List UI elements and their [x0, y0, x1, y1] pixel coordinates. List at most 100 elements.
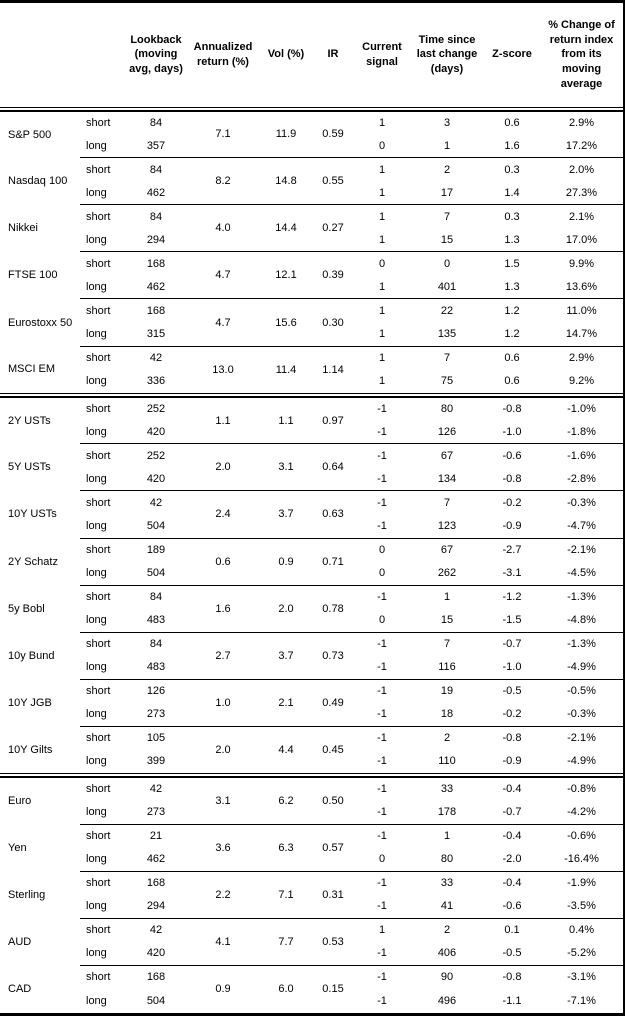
pct-change-value: -4.7%: [567, 519, 596, 532]
lookback-value: 252: [146, 402, 166, 415]
asset-row-short: 10Y JGB short 126 1.0 2.1 0.49 -1 19 -0.5 -0.5%: [0, 678, 623, 727]
current-signal-value: -1: [354, 725, 410, 750]
time-since-change-value: 178: [437, 806, 457, 819]
annualized-return-value: 4.0: [186, 204, 260, 252]
asset-row-long: long 294 1 15 1.3 17.0%: [0, 228, 623, 252]
ir-value: 0.30: [312, 298, 354, 347]
lookback-value: 504: [146, 994, 166, 1007]
header-vol: Vol (%): [267, 48, 305, 61]
vol-value: 6.0: [260, 964, 312, 1013]
pct-change-value: -4.9%: [567, 661, 596, 674]
z-score-value: -0.6: [484, 443, 540, 468]
pct-change-value: -1.8%: [567, 425, 596, 438]
leg-label: short: [80, 917, 126, 942]
asset-name: 2Y Schatz: [8, 555, 58, 568]
time-since-change-value: 80: [440, 853, 454, 866]
lookback-value: 42: [126, 345, 186, 370]
asset-name: AUD: [8, 935, 32, 948]
asset-name: 10Y USTs: [8, 508, 57, 521]
time-since-change-value: 80: [440, 402, 454, 415]
double-rule-line: [0, 106, 623, 112]
current-signal-value: -1: [377, 661, 387, 674]
pct-change-value: -0.3%: [540, 490, 623, 515]
asset-row-long: long 462 0 80 -2.0 -16.4%: [0, 848, 623, 872]
leg-label: short: [80, 725, 126, 750]
leg-label: short: [80, 251, 126, 276]
ir-value: 0.64: [312, 443, 354, 491]
pct-change-value: -4.9%: [567, 755, 596, 768]
current-signal-value: 0: [378, 853, 386, 866]
time-since-change-value: 7: [410, 490, 484, 515]
pct-change-value: -4.5%: [567, 567, 596, 580]
lookback-value: 336: [146, 375, 166, 388]
asset-row-long: long 462 1 17 1.4 27.3%: [0, 181, 623, 205]
lookback-value: 84: [126, 631, 186, 656]
vol-value: 6.2: [278, 794, 294, 807]
asset-row-long: long 420 -1 406 -0.5 -5.2%: [0, 942, 623, 966]
lookback-value: 21: [126, 823, 186, 848]
z-score-value: -2.7: [484, 537, 540, 562]
z-score-value: -0.6: [502, 900, 522, 913]
current-signal-value: -1: [377, 994, 387, 1007]
leg-label: long: [86, 233, 107, 246]
lookback-value: 84: [126, 157, 186, 182]
current-signal-value: -1: [377, 947, 387, 960]
current-signal-value: 1: [378, 375, 386, 388]
pct-change-value: 13.6%: [565, 280, 598, 293]
header-row: Lookback (moving avg, days) Annualized r…: [0, 3, 623, 107]
pct-change-value: 0.4%: [540, 917, 623, 942]
current-signal-value: 1: [354, 917, 410, 942]
current-signal-value: -1: [377, 425, 387, 438]
lookback-value: 399: [146, 755, 166, 768]
lookback-value: 462: [146, 280, 166, 293]
lookback-value: 84: [149, 116, 163, 129]
leg-label: long: [86, 186, 107, 199]
leg-label: short: [80, 298, 126, 323]
annualized-return-value: 1.6: [186, 584, 260, 633]
lookback-value: 294: [146, 900, 166, 913]
z-score-value: -0.4: [484, 870, 540, 895]
ir-value: 1.14: [312, 345, 354, 394]
lookback-value: 168: [126, 251, 186, 276]
leg-label: long: [86, 661, 107, 674]
pct-change-value: 2.9%: [568, 116, 595, 129]
ir-value: 0.63: [312, 490, 354, 538]
asset-row-long: long 399 -1 110 -0.9 -4.9%: [0, 750, 623, 774]
lookback-value: 42: [126, 490, 186, 515]
lookback-value: 420: [146, 472, 166, 485]
asset-name: S&P 500: [8, 128, 52, 141]
z-score-value: -1.2: [484, 584, 540, 609]
leg-label: short: [80, 204, 126, 229]
z-score-value: -0.8: [484, 725, 540, 750]
asset-row-long: long 483 -1 116 -1.0 -4.9%: [0, 656, 623, 680]
current-signal-value: 1: [378, 280, 386, 293]
time-since-change-value: 262: [437, 567, 457, 580]
leg-label: long: [86, 708, 107, 721]
ir-value: 0.53: [312, 917, 354, 966]
momentum-signals-table: Lookback (moving avg, days) Annualized r…: [0, 3, 623, 1013]
pct-change-value: 9.9%: [540, 251, 623, 276]
leg-label: long: [86, 614, 107, 627]
asset-row-short: 5Y USTs short 252 2.0 3.1 0.64 -1 67 -0.6 -1.6%: [0, 443, 623, 491]
time-since-change-value: 7: [410, 204, 484, 229]
leg-label: short: [80, 537, 126, 562]
pct-change-value: -2.1%: [540, 725, 623, 750]
pct-change-value: 11.0%: [540, 298, 623, 323]
ir-value: 0.31: [312, 870, 354, 919]
time-since-change-value: 126: [437, 425, 457, 438]
annualized-return-value: 3.1: [215, 794, 231, 807]
asset-name: FTSE 100: [8, 269, 58, 282]
asset-row-long: long 273 -1 178 -0.7 -4.2%: [0, 801, 623, 825]
time-since-change-value: 135: [437, 328, 457, 341]
current-signal-value: 1: [378, 233, 386, 246]
header-asset-blank: [0, 3, 80, 107]
lookback-value: 483: [146, 661, 166, 674]
time-since-change-value: 406: [437, 947, 457, 960]
double-rule-separator: [0, 106, 623, 112]
vol-value: 7.7: [260, 917, 312, 966]
z-score-value: -1.5: [502, 614, 522, 627]
leg-label: short: [80, 345, 126, 370]
vol-value: 0.9: [260, 537, 312, 586]
vol-value: 15.6: [260, 298, 312, 347]
z-score-value: -0.8: [484, 964, 540, 989]
